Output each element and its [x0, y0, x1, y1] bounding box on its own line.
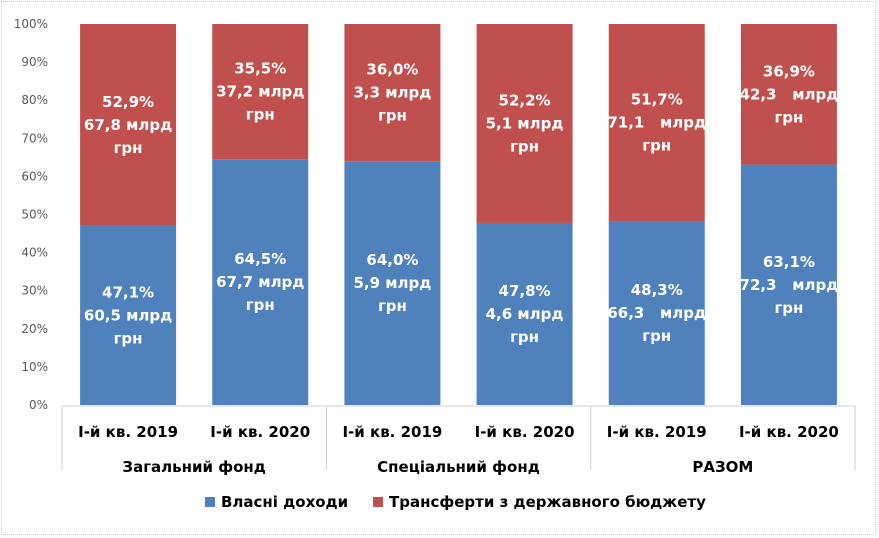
y-tick-label: 80%	[21, 93, 48, 107]
x-category-label: І-й кв. 2020	[739, 423, 839, 441]
data-label: 67,7 млрд	[216, 273, 304, 291]
data-label: грн	[642, 136, 671, 154]
data-label: 47,1%	[102, 283, 154, 301]
data-label: 47,8%	[499, 282, 551, 300]
data-label: 36,0%	[366, 61, 418, 79]
data-label: грн	[510, 137, 539, 155]
data-label: 36,9%	[763, 62, 815, 80]
legend-label-transfers: Трансферти з державного бюджету	[389, 493, 706, 511]
data-label: 64,5%	[234, 250, 286, 268]
data-label: 67,8 млрд	[84, 116, 172, 134]
data-label: грн	[114, 139, 143, 157]
y-tick-label: 30%	[21, 284, 48, 298]
data-label: грн	[510, 328, 539, 346]
data-label: грн	[246, 106, 275, 124]
data-label: 5,1 млрд	[486, 114, 564, 132]
data-label: 71,1 млрд	[607, 113, 706, 131]
data-label: 35,5%	[234, 60, 286, 78]
data-label: 42,3 млрд	[740, 85, 839, 103]
data-label: 66,3 млрд	[607, 304, 706, 322]
data-label: 72,3 млрд	[740, 276, 839, 294]
legend-label-own-revenue: Власні доходи	[221, 493, 348, 511]
data-label: 3,3 млрд	[353, 84, 431, 102]
y-tick-label: 90%	[21, 55, 48, 69]
data-label: 5,9 млрд	[353, 274, 431, 292]
x-group-label: Спеціальний фонд	[377, 458, 540, 476]
data-label: грн	[114, 329, 143, 347]
data-label: грн	[378, 297, 407, 315]
y-tick-label: 50%	[21, 208, 48, 222]
data-label: 64,0%	[366, 251, 418, 269]
data-label: 4,6 млрд	[486, 305, 564, 323]
data-label: 52,2%	[499, 91, 551, 109]
x-group-label: РАЗОМ	[692, 458, 753, 476]
x-group-label: Загальний фонд	[122, 458, 265, 476]
data-label: 51,7%	[631, 90, 683, 108]
y-tick-label: 20%	[21, 322, 48, 336]
data-label: 52,9%	[102, 93, 154, 111]
x-category-label: І-й кв. 2019	[342, 423, 442, 441]
y-tick-label: 40%	[21, 246, 48, 260]
data-label: 60,5 млрд	[84, 306, 172, 324]
x-category-label: І-й кв. 2019	[607, 423, 707, 441]
y-tick-label: 60%	[21, 169, 48, 183]
data-label: грн	[774, 299, 803, 317]
y-tick-label: 10%	[21, 360, 48, 374]
x-category-label: І-й кв. 2020	[210, 423, 310, 441]
data-label: грн	[378, 107, 407, 125]
data-label: 48,3%	[631, 281, 683, 299]
legend-swatch-transfers	[373, 497, 383, 507]
data-label: 37,2 млрд	[216, 83, 304, 101]
data-label: грн	[774, 108, 803, 126]
data-label: грн	[642, 327, 671, 345]
legend-swatch-own-revenue	[205, 497, 215, 507]
data-label: 63,1%	[763, 253, 815, 271]
y-tick-label: 70%	[21, 131, 48, 145]
y-tick-label: 0%	[29, 398, 48, 412]
y-tick-label: 100%	[14, 17, 48, 31]
x-category-label: І-й кв. 2019	[78, 423, 178, 441]
data-label: грн	[246, 296, 275, 314]
x-category-label: І-й кв. 2020	[475, 423, 575, 441]
